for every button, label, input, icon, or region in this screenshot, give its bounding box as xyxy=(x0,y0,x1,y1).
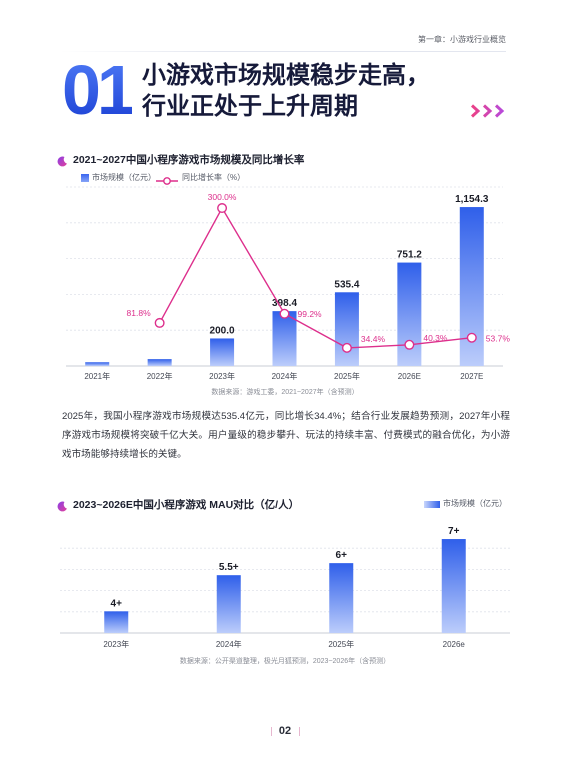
page-number-divider xyxy=(299,727,300,736)
page-title: 小游戏市场规模稳步走高， 行业正处于上升周期 xyxy=(142,60,430,122)
section-number: 01 xyxy=(62,51,136,129)
body-paragraph: 2025年，我国小程序游戏市场规模达535.4亿元，同比增长34.4%；结合行业… xyxy=(62,411,510,460)
bar xyxy=(147,359,172,366)
x-tick-label: 2021年 xyxy=(84,371,110,381)
bar xyxy=(272,311,297,366)
bar-value-label: 200.0 xyxy=(210,325,235,336)
bar-value-label: 6+ xyxy=(336,550,348,561)
legend-line-label: 同比增长率（%） xyxy=(182,173,246,182)
legend-bar-swatch xyxy=(424,501,440,508)
chart-title: 2023~2026E中国小程序游戏 MAU对比（亿/人） xyxy=(73,499,300,511)
page-title-line-1: 小游戏市场规模稳步走高， xyxy=(142,62,430,89)
legend-line-swatch xyxy=(156,173,178,185)
triple-chevron-icon xyxy=(469,104,507,118)
bar xyxy=(210,338,235,366)
chart-source-note: 数据来源：公开渠道整理，极光月狐预测，2023~2026年（含预测） xyxy=(179,658,391,665)
bar-value-label: 398.4 xyxy=(272,298,297,309)
growth-rate-marker xyxy=(341,342,352,353)
growth-rate-line xyxy=(159,206,472,349)
x-tick-label: 2024年 xyxy=(216,639,242,649)
header-divider xyxy=(60,51,506,52)
bar xyxy=(104,611,129,633)
bar xyxy=(329,563,354,633)
growth-rate-label: 81.8% xyxy=(127,308,152,318)
x-tick-label: 2027E xyxy=(460,372,483,381)
bar xyxy=(85,362,110,366)
x-tick-label: 2026e xyxy=(443,640,466,649)
crescent-icon xyxy=(57,154,68,167)
growth-rate-marker xyxy=(217,203,228,214)
x-tick-label: 2023年 xyxy=(103,639,129,649)
legend-bar-label: 市场规模（亿元） xyxy=(92,173,156,182)
chart-plot-area: 4+ 2023年 5.5+ 2024年 6+ 2025年 7+ 2026e xyxy=(60,526,510,649)
bar-value-label: 751.2 xyxy=(397,250,422,261)
bar-value-label: 5.5+ xyxy=(219,562,239,573)
mau-comparison-chart: 4+ 2023年 5.5+ 2024年 6+ 2025年 7+ 2026e xyxy=(60,526,510,649)
growth-rate-marker xyxy=(154,317,165,328)
growth-rate-label: 40.3% xyxy=(423,333,448,343)
x-tick-label: 2024年 xyxy=(272,371,298,381)
x-tick-label: 2023年 xyxy=(209,371,235,381)
growth-rate-marker xyxy=(466,332,477,343)
chart-title: 2021~2027中国小程序游戏市场规模及同比增长率 xyxy=(73,154,305,166)
bar xyxy=(397,262,422,366)
page-number: 02 xyxy=(278,725,292,737)
bar-value-label: 7+ xyxy=(448,526,460,537)
growth-rate-label: 99.2% xyxy=(298,309,323,319)
crescent-icon xyxy=(57,499,68,512)
x-tick-label: 2022年 xyxy=(147,371,173,381)
growth-rate-label: 300.0% xyxy=(208,192,237,202)
bar xyxy=(216,575,241,633)
x-tick-label: 2025年 xyxy=(334,371,360,381)
x-tick-label: 2025年 xyxy=(328,639,354,649)
bar-value-label: 4+ xyxy=(111,598,123,609)
chapter-header: 第一章：小游戏行业概览 xyxy=(418,35,506,44)
growth-rate-label: 53.7% xyxy=(486,334,511,344)
chart-source-note: 数据来源：游戏工委，2021~2027年（含预测） xyxy=(211,389,359,396)
legend-bar-label: 市场规模（亿元） xyxy=(443,499,507,508)
bar-value-label: 535.4 xyxy=(334,279,359,290)
growth-rate-marker xyxy=(404,339,415,350)
bar-value-label: 1,154.3 xyxy=(455,194,489,205)
chart-plot-area: 2021年 2022年 200.0 2023年 398.4 2024年 535.4 2025年… xyxy=(66,186,511,381)
x-tick-label: 2026E xyxy=(398,372,421,381)
bar xyxy=(334,292,359,366)
page-number-divider xyxy=(271,727,272,736)
growth-rate-label: 34.4% xyxy=(361,334,386,344)
market-size-growth-chart: 2021年 2022年 200.0 2023年 398.4 2024年 535.4 2025年… xyxy=(66,186,511,381)
page-title-line-2: 行业正处于上升周期 xyxy=(142,93,358,120)
bar xyxy=(441,539,466,633)
growth-rate-marker xyxy=(279,308,290,319)
legend-bar-swatch xyxy=(81,174,89,182)
